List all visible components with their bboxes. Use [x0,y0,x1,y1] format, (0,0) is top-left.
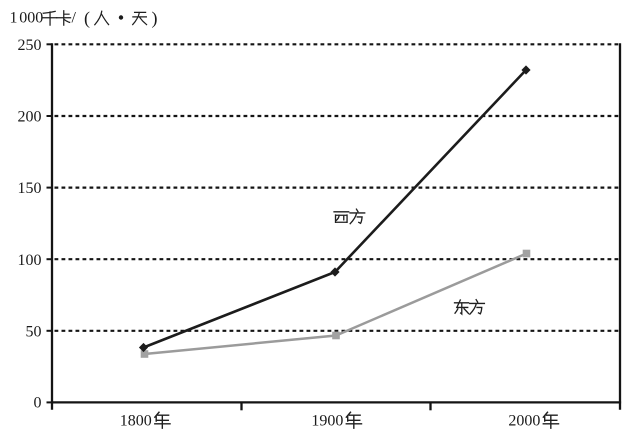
svg-text:/: / [72,10,77,27]
svg-text:0: 0 [34,395,42,412]
svg-text:250: 250 [18,37,42,54]
svg-text:(: ( [84,8,90,29]
svg-text:150: 150 [18,180,42,197]
svg-text:1: 1 [10,10,18,27]
svg-text:): ) [152,8,158,29]
svg-text:200: 200 [18,109,42,126]
svg-text:50: 50 [26,323,42,340]
svg-text:000: 000 [19,10,43,27]
svg-text:2000: 2000 [508,413,540,430]
svg-text:1800: 1800 [120,413,152,430]
svg-text:100: 100 [18,252,42,269]
svg-text:1900: 1900 [311,413,343,430]
